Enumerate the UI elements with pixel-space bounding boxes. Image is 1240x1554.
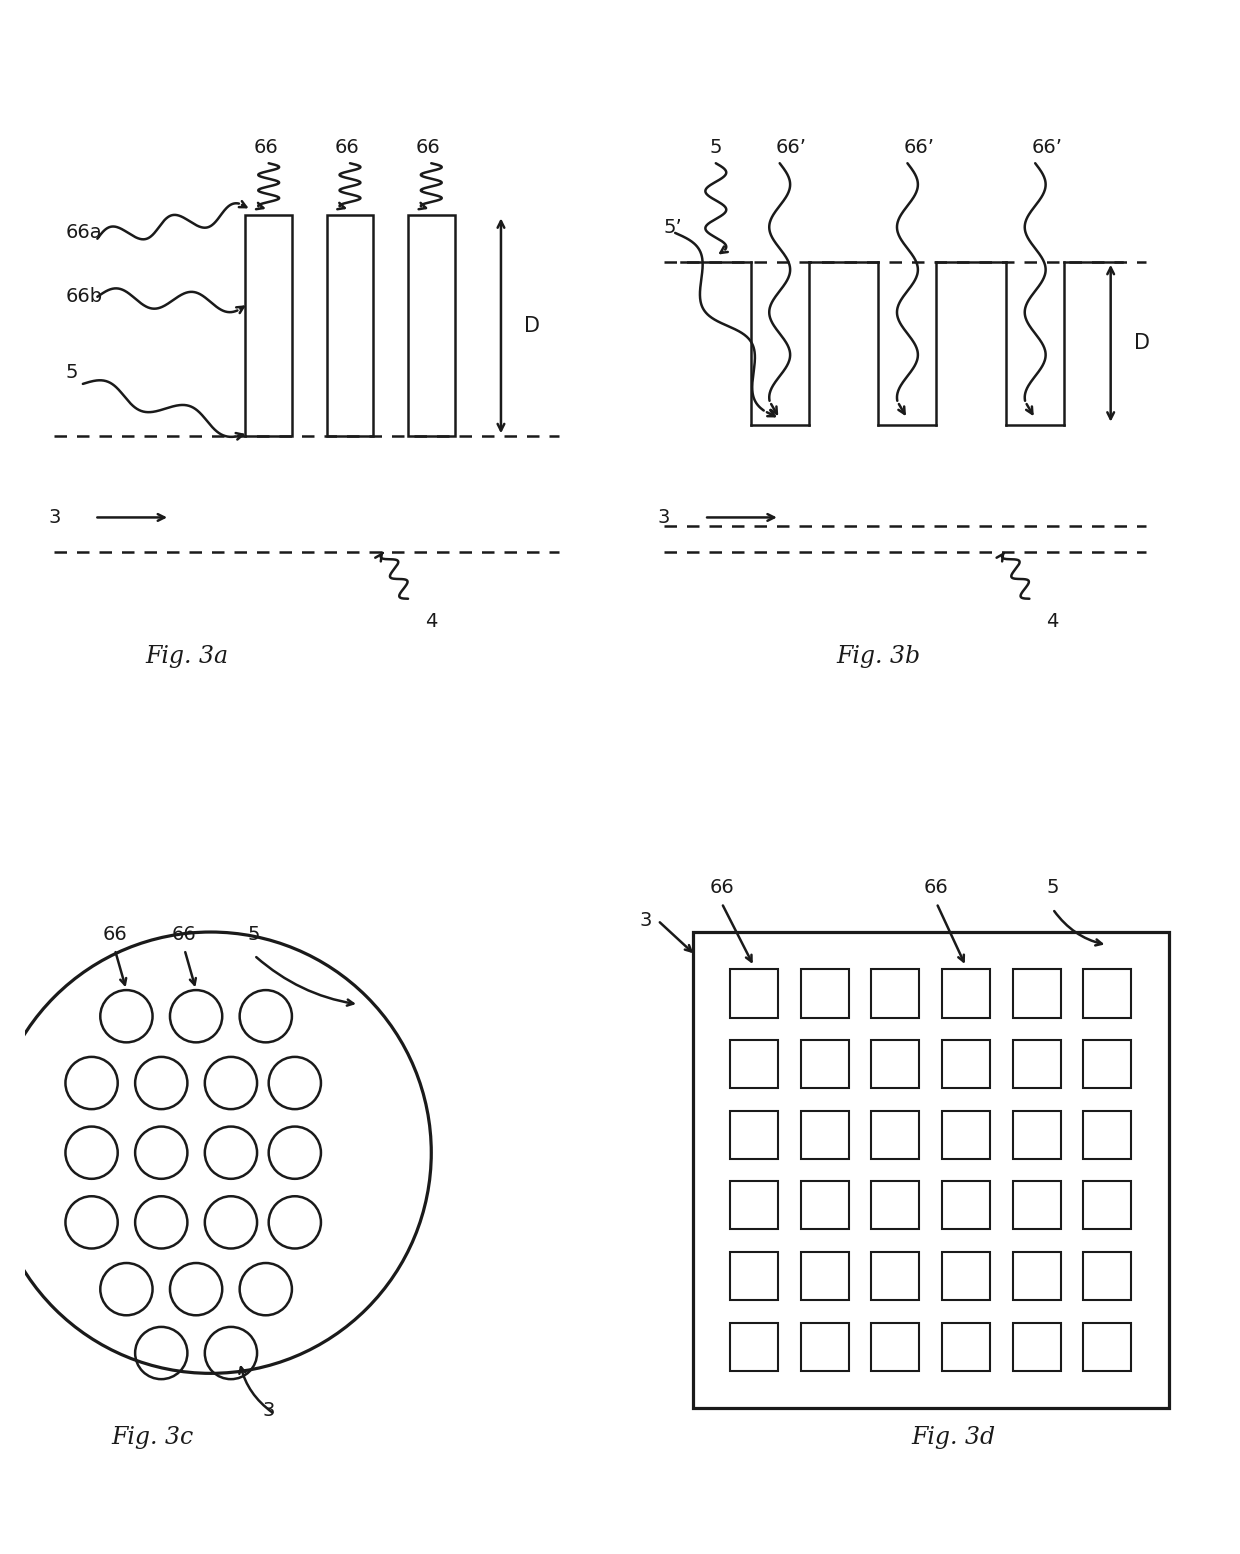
Bar: [1013, 1181, 1060, 1229]
Bar: [730, 1040, 777, 1088]
Bar: [942, 1253, 990, 1301]
Text: 66’: 66’: [1032, 138, 1063, 157]
Text: 66’: 66’: [776, 138, 807, 157]
Bar: [801, 1181, 848, 1229]
Bar: [327, 216, 373, 437]
Bar: [801, 1253, 848, 1301]
Bar: [1084, 1322, 1131, 1371]
Text: 66a: 66a: [66, 224, 102, 242]
Bar: [730, 1322, 777, 1371]
Bar: [872, 1111, 919, 1159]
Text: 4: 4: [1047, 612, 1059, 631]
Bar: [872, 1253, 919, 1301]
Text: 66’: 66’: [904, 138, 935, 157]
Bar: [1013, 1322, 1060, 1371]
Bar: [942, 1322, 990, 1371]
Text: 66b: 66b: [66, 287, 103, 306]
Text: 66: 66: [335, 138, 360, 157]
Text: 66: 66: [253, 138, 278, 157]
Text: 5: 5: [1047, 878, 1059, 897]
Text: 5’: 5’: [663, 218, 682, 236]
Bar: [1084, 1181, 1131, 1229]
Text: 3: 3: [640, 911, 652, 929]
Bar: [801, 1040, 848, 1088]
Bar: [730, 970, 777, 1018]
Bar: [801, 1322, 848, 1371]
Bar: [1084, 1111, 1131, 1159]
Bar: [872, 1040, 919, 1088]
Bar: [942, 1111, 990, 1159]
Bar: [1013, 1111, 1060, 1159]
Text: Fig. 3b: Fig. 3b: [836, 645, 920, 668]
Text: D: D: [525, 315, 541, 336]
Bar: [1084, 970, 1131, 1018]
Bar: [1013, 1040, 1060, 1088]
Bar: [730, 1253, 777, 1301]
Bar: [801, 1111, 848, 1159]
Text: 66: 66: [415, 138, 440, 157]
Bar: [942, 1181, 990, 1229]
Bar: [872, 970, 919, 1018]
Bar: [1084, 1253, 1131, 1301]
Bar: [1013, 970, 1060, 1018]
Text: Fig. 3a: Fig. 3a: [146, 645, 229, 668]
Bar: [730, 1111, 777, 1159]
Text: 66: 66: [172, 925, 197, 943]
Bar: [730, 1181, 777, 1229]
Text: 5: 5: [709, 138, 722, 157]
Text: 3: 3: [657, 508, 670, 527]
Bar: [942, 970, 990, 1018]
Text: 3: 3: [263, 1400, 275, 1420]
Text: 5: 5: [248, 925, 260, 943]
Bar: [942, 1040, 990, 1088]
Text: D: D: [1133, 333, 1149, 353]
Bar: [801, 970, 848, 1018]
Text: 66: 66: [103, 925, 128, 943]
Bar: [1013, 1253, 1060, 1301]
Bar: [872, 1322, 919, 1371]
Text: 66: 66: [924, 878, 949, 897]
Text: 4: 4: [425, 612, 438, 631]
Text: Fig. 3d: Fig. 3d: [911, 1427, 996, 1448]
Bar: [408, 216, 455, 437]
Bar: [246, 216, 291, 437]
Bar: [872, 1181, 919, 1229]
Bar: [1084, 1040, 1131, 1088]
Text: 5: 5: [66, 362, 78, 382]
Text: 3: 3: [48, 508, 61, 527]
Text: Fig. 3c: Fig. 3c: [112, 1427, 193, 1448]
Text: 66: 66: [709, 878, 734, 897]
Bar: [693, 932, 1169, 1408]
